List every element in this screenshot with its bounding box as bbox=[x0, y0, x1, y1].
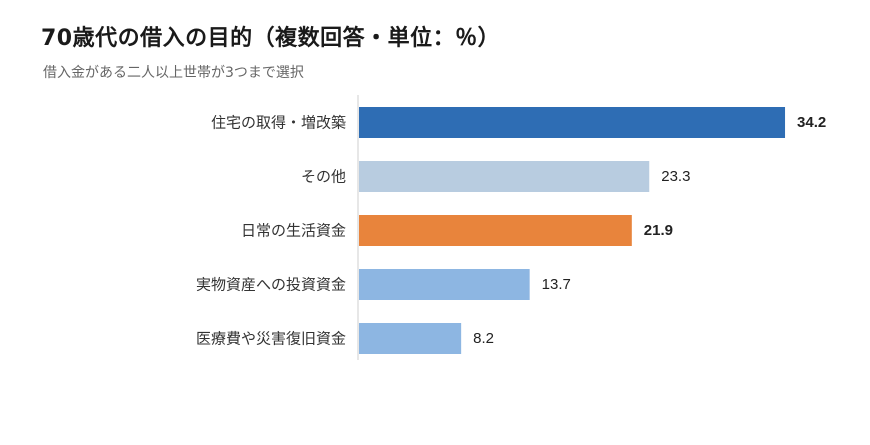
bar bbox=[359, 269, 530, 300]
bar bbox=[359, 323, 462, 354]
bar bbox=[359, 107, 786, 138]
category-label: 医療費や災害復旧資金 bbox=[196, 330, 346, 348]
chart-title: 70歳代の借入の目的（複数回答・単位：％） bbox=[41, 26, 501, 51]
category-label: 住宅の取得・増改築 bbox=[211, 114, 346, 132]
value-label: 34.2 bbox=[797, 114, 826, 131]
bar bbox=[359, 161, 650, 192]
category-label: その他 bbox=[301, 168, 346, 186]
value-label: 21.9 bbox=[644, 222, 673, 239]
value-label: 8.2 bbox=[473, 330, 494, 347]
category-label: 実物資産への投資資金 bbox=[196, 276, 346, 294]
category-label: 日常の生活資金 bbox=[241, 222, 346, 240]
bar bbox=[359, 215, 632, 246]
chart-subtitle: 借入金がある二人以上世帯が3つまで選択 bbox=[43, 65, 304, 81]
value-label: 23.3 bbox=[661, 168, 690, 185]
value-label: 13.7 bbox=[542, 276, 571, 293]
